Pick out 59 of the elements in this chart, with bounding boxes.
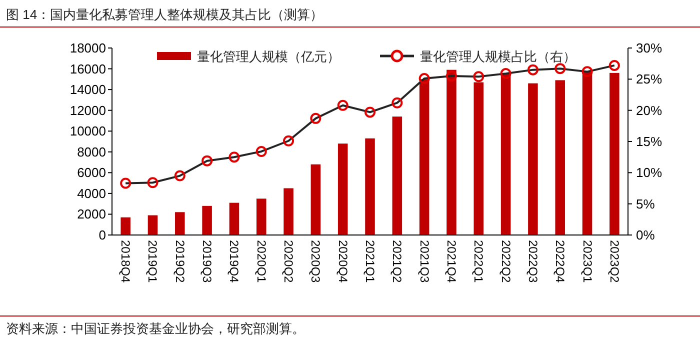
x-tick-label: 2021Q2 xyxy=(390,240,404,284)
bar xyxy=(474,82,484,235)
x-tick-label: 2020Q2 xyxy=(282,240,296,284)
x-tick-label: 2018Q4 xyxy=(118,240,133,284)
y-tick-label: 18000 xyxy=(70,40,106,56)
bar xyxy=(148,215,158,235)
y2-tick-label: 30% xyxy=(636,40,662,56)
y2-tick-label: 20% xyxy=(636,102,662,118)
y2-tick-label: 0% xyxy=(636,228,656,242)
y-tick-label: 12000 xyxy=(70,102,106,118)
bar xyxy=(338,144,348,235)
bar xyxy=(256,198,266,235)
bar xyxy=(392,116,402,235)
y-tick-label: 6000 xyxy=(77,165,106,180)
x-tick-label: 2022Q3 xyxy=(526,240,540,284)
x-tick-label: 2020Q4 xyxy=(336,240,350,284)
y-tick-label: 16000 xyxy=(70,61,106,76)
chart-title: 图 14：国内量化私募管理人整体规模及其占比（测算） xyxy=(6,7,324,22)
x-tick-label: 2022Q1 xyxy=(472,240,486,284)
x-tick-label: 2020Q1 xyxy=(254,240,268,284)
y-tick-label: 10000 xyxy=(70,124,106,139)
bar xyxy=(365,138,375,235)
y2-tick-label: 15% xyxy=(636,134,662,149)
x-tick-label: 2019Q4 xyxy=(227,240,242,284)
bar xyxy=(610,72,620,235)
x-tick-label: 2019Q1 xyxy=(146,240,160,284)
legend-label: 量化管理人规模占比（右） xyxy=(420,49,576,64)
bar xyxy=(582,72,592,235)
bar xyxy=(202,206,212,235)
x-tick-label: 2019Q2 xyxy=(172,240,187,284)
legend-label: 量化管理人规模（亿元） xyxy=(197,49,340,64)
bar xyxy=(500,72,511,235)
bar xyxy=(419,79,430,235)
y-tick-label: 2000 xyxy=(77,206,106,222)
bar xyxy=(175,212,185,235)
y-tick-label: 0 xyxy=(98,228,106,242)
bar xyxy=(120,217,130,235)
y2-tick-label: 10% xyxy=(636,165,662,180)
x-tick-label: 2020Q3 xyxy=(308,240,323,284)
y2-tick-label: 5% xyxy=(636,196,656,212)
y-tick-label: 4000 xyxy=(77,186,106,201)
x-tick-label: 2019Q3 xyxy=(200,240,214,284)
x-tick-label: 2022Q4 xyxy=(553,240,568,284)
bar xyxy=(284,188,294,235)
x-tick-label: 2021Q4 xyxy=(444,240,458,284)
bar xyxy=(229,202,240,235)
x-tick-label: 2022Q2 xyxy=(498,240,513,284)
x-tick-label: 2023Q1 xyxy=(580,240,594,284)
bar xyxy=(446,70,456,235)
x-tick-label: 2023Q2 xyxy=(607,240,622,284)
x-tick-label: 2021Q1 xyxy=(363,240,377,284)
y-tick-label: 14000 xyxy=(70,82,106,98)
bar xyxy=(310,164,321,235)
y-tick-label: 8000 xyxy=(77,144,106,160)
text: 资料来源：中国证券投资基金业协会，研究部测算。 xyxy=(6,321,305,336)
y2-tick-label: 25% xyxy=(636,72,662,87)
bar xyxy=(555,80,565,235)
x-tick-label: 2021Q3 xyxy=(417,240,432,284)
bar xyxy=(528,83,538,235)
